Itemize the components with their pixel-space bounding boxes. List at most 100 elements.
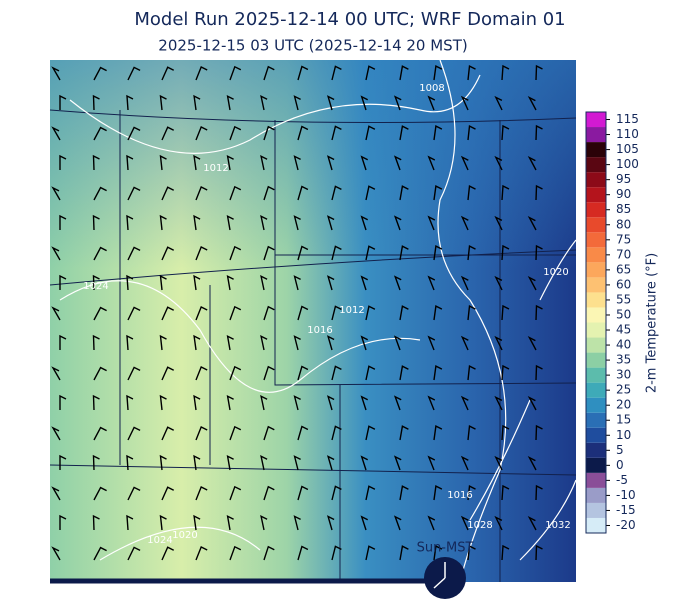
wind-barb bbox=[126, 154, 134, 171]
colorbar-tick-label: 60 bbox=[616, 277, 631, 291]
colorbar-cell bbox=[586, 112, 606, 128]
wind-barb bbox=[460, 455, 469, 471]
wind-barb bbox=[297, 185, 309, 201]
wind-barb bbox=[535, 544, 543, 561]
colorbar-tick-label: 40 bbox=[616, 338, 631, 352]
isobar-label: 1024 bbox=[83, 281, 108, 292]
wind-barb bbox=[297, 365, 309, 381]
wind-barb bbox=[127, 546, 141, 561]
wind-barb bbox=[293, 515, 301, 531]
colorbar-cell bbox=[586, 172, 606, 188]
wind-barb bbox=[535, 124, 543, 141]
wind-barb bbox=[161, 306, 175, 321]
wind-barb bbox=[393, 395, 402, 411]
wind-barb bbox=[51, 186, 61, 201]
wind-barb bbox=[365, 245, 376, 261]
wind-barb bbox=[59, 454, 67, 470]
wind-barb bbox=[263, 65, 275, 81]
wind-barb bbox=[331, 245, 342, 261]
wind-barb bbox=[460, 95, 469, 111]
colorbar-tick-label: 10 bbox=[616, 428, 631, 442]
wind-barb bbox=[399, 65, 409, 81]
colorbar-tick-label: 5 bbox=[616, 443, 624, 457]
wind-barb bbox=[263, 245, 275, 261]
wind-barb bbox=[331, 65, 342, 81]
wind-barb bbox=[297, 545, 309, 561]
colorbar-tick-label: 45 bbox=[616, 323, 631, 337]
colorbar-cell bbox=[586, 322, 606, 338]
wind-barb bbox=[93, 486, 107, 501]
wind-barb bbox=[263, 185, 275, 201]
colorbar-cell bbox=[586, 157, 606, 173]
wind-barb bbox=[535, 364, 543, 381]
wind-barb bbox=[460, 275, 469, 291]
wind-barb bbox=[527, 455, 537, 471]
wind-barb bbox=[365, 365, 376, 381]
wind-barb bbox=[293, 275, 301, 291]
wind-barb bbox=[427, 515, 436, 531]
wind-barb bbox=[126, 394, 134, 411]
wind-barb bbox=[399, 485, 409, 501]
wind-barb bbox=[193, 454, 201, 471]
wind-barb bbox=[494, 335, 503, 351]
wind-barb bbox=[467, 305, 476, 321]
wind-barb bbox=[360, 515, 369, 531]
colorbar-cell bbox=[586, 142, 606, 158]
wind-barb bbox=[433, 185, 443, 201]
wind-barb bbox=[59, 514, 67, 530]
wind-barb bbox=[226, 394, 234, 411]
wind-barb bbox=[293, 395, 301, 411]
colorbar-tick-label: -5 bbox=[616, 473, 628, 487]
wind-barb bbox=[226, 154, 234, 171]
wind-barb bbox=[293, 455, 301, 471]
colorbar-cell bbox=[586, 232, 606, 248]
wind-barb bbox=[193, 154, 201, 171]
wind-barb bbox=[393, 455, 402, 471]
wind-barb bbox=[399, 245, 409, 261]
wind-barb bbox=[365, 485, 376, 501]
wind-barb bbox=[427, 455, 436, 471]
colorbar-tick-label: 25 bbox=[616, 383, 631, 397]
wind-barb bbox=[494, 95, 503, 111]
wind-barb bbox=[93, 126, 107, 141]
wind-barb bbox=[494, 215, 503, 231]
wind-barb bbox=[229, 65, 242, 81]
wind-barb bbox=[467, 185, 476, 201]
colorbar-tick-label: -15 bbox=[616, 503, 636, 517]
wind-barb bbox=[365, 125, 376, 141]
wind-barb bbox=[399, 125, 409, 141]
wind-barb bbox=[365, 425, 376, 441]
wind-barb bbox=[527, 275, 537, 291]
wind-barb bbox=[433, 365, 443, 381]
wind-barb bbox=[360, 395, 369, 411]
colorbar-tick-label: 100 bbox=[616, 157, 639, 171]
colorbar-cell bbox=[586, 277, 606, 293]
wind-barb bbox=[427, 95, 436, 111]
wind-barb bbox=[195, 546, 208, 561]
wind-barb bbox=[460, 155, 469, 171]
wind-barb bbox=[501, 304, 510, 321]
colorbar-cell bbox=[586, 187, 606, 203]
wind-barb bbox=[293, 215, 301, 231]
colorbar-tick-label: 50 bbox=[616, 307, 631, 321]
wind-barb bbox=[229, 125, 242, 141]
colorbar-cell bbox=[586, 127, 606, 143]
wind-barb bbox=[229, 485, 242, 501]
wind-barb bbox=[293, 95, 301, 111]
wind-barb bbox=[427, 335, 436, 351]
wind-barb bbox=[393, 155, 402, 171]
wind-barb bbox=[195, 246, 208, 261]
isobar-label: 1028 bbox=[467, 520, 492, 531]
wind-barb bbox=[433, 125, 443, 141]
wind-barb bbox=[263, 305, 275, 321]
wind-barb bbox=[195, 426, 208, 441]
wind-barb bbox=[93, 306, 107, 321]
wind-barb bbox=[161, 426, 175, 441]
wind-barb bbox=[193, 394, 201, 411]
wind-barb bbox=[360, 335, 369, 351]
wind-barb bbox=[535, 484, 543, 501]
wind-barb bbox=[293, 155, 301, 171]
wind-barb bbox=[93, 366, 107, 381]
wind-barb bbox=[467, 125, 476, 141]
wind-barb bbox=[360, 455, 369, 471]
